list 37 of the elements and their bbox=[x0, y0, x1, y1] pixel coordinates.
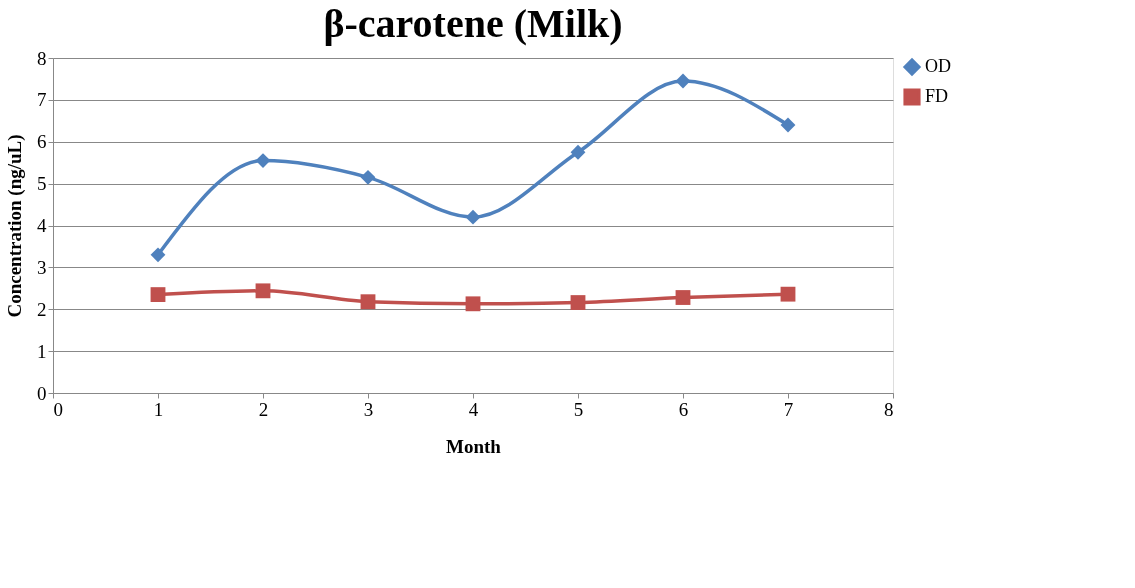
point bbox=[360, 294, 376, 310]
x-tick-label: 8 bbox=[884, 398, 894, 420]
point bbox=[360, 169, 376, 185]
point bbox=[570, 295, 586, 310]
point bbox=[150, 247, 166, 263]
point bbox=[465, 296, 481, 312]
y-tick-label: 4 bbox=[37, 215, 47, 236]
point bbox=[780, 117, 796, 133]
chart-title: β-carotene (Milk) bbox=[323, 1, 623, 46]
y-tick-label: 3 bbox=[37, 256, 47, 278]
x-tick-label: 1 bbox=[153, 398, 164, 420]
y-tick-label: 6 bbox=[37, 131, 47, 153]
legend-label: OD bbox=[925, 56, 951, 76]
y-tick-label: 5 bbox=[37, 173, 47, 195]
point bbox=[255, 283, 271, 299]
x-tick-label: 2 bbox=[258, 398, 269, 420]
point bbox=[570, 144, 586, 160]
point bbox=[675, 73, 691, 89]
point bbox=[465, 209, 481, 225]
y-tick-label: 2 bbox=[37, 298, 47, 320]
y-tick-label: 8 bbox=[37, 47, 47, 69]
x-tick-label: 3 bbox=[363, 398, 374, 420]
y-axis-title: Concentration (ng/uL) bbox=[4, 134, 26, 318]
x-tick-label: 6 bbox=[678, 398, 689, 420]
x-axis-title: Month bbox=[446, 435, 502, 457]
x-tick-label: 4 bbox=[468, 398, 479, 420]
point bbox=[675, 290, 691, 305]
y-tick-label: 1 bbox=[37, 340, 47, 362]
x-tick-label: 7 bbox=[783, 398, 794, 420]
point bbox=[780, 286, 796, 302]
y-tick-label: 0 bbox=[37, 382, 47, 404]
legend-label: FD bbox=[925, 86, 949, 106]
point bbox=[150, 287, 166, 303]
x-tick-label: 0 bbox=[53, 398, 63, 420]
y-tick-label: 7 bbox=[37, 89, 47, 111]
x-tick-label: 5 bbox=[573, 398, 584, 420]
point bbox=[255, 153, 271, 169]
